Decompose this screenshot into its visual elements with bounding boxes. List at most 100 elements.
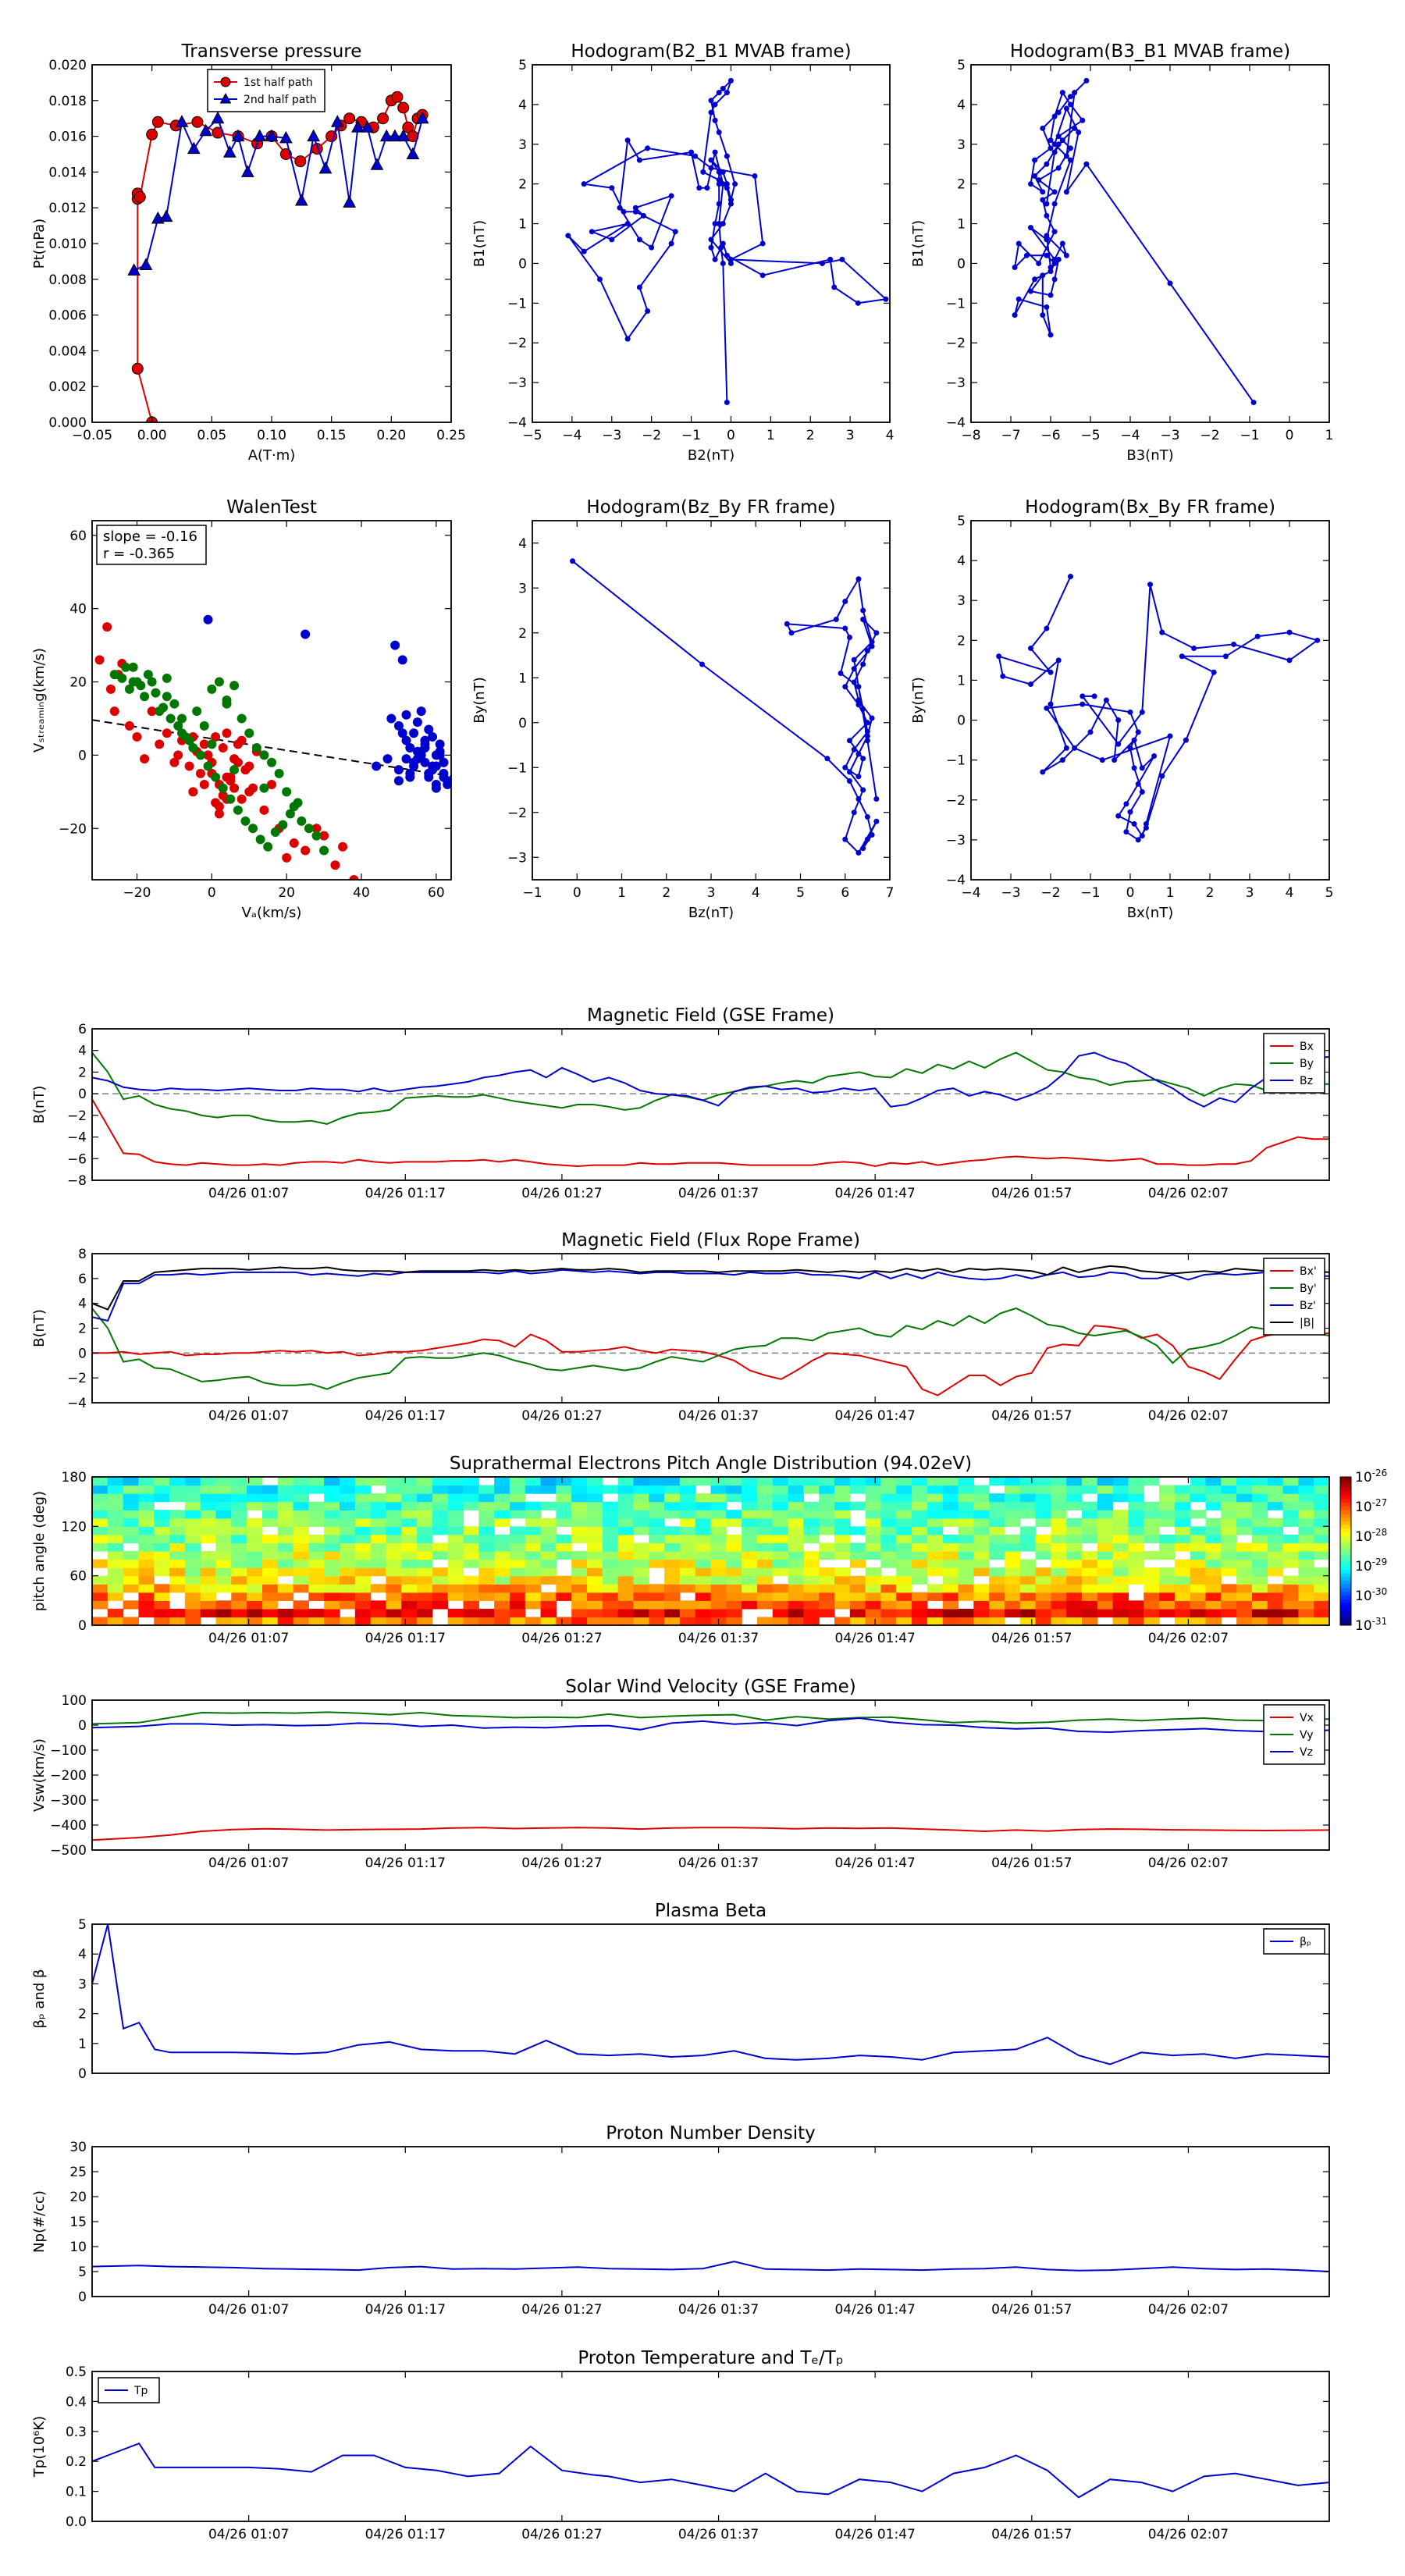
heatmap-cell (154, 1510, 170, 1519)
y-tick-label: −3 (946, 833, 966, 849)
colorbar-step (1340, 1606, 1351, 1611)
heatmap-cell (447, 1551, 464, 1560)
heatmap-cell (401, 1542, 418, 1552)
heatmap-cell (617, 1617, 635, 1625)
series-0 (570, 558, 880, 856)
data-marker (724, 252, 730, 258)
heatmap-cell (354, 1517, 372, 1527)
heatmap-cell (742, 1575, 758, 1585)
heatmap-cell (602, 1501, 619, 1510)
heatmap-cell (756, 1542, 774, 1552)
heatmap-cell (1035, 1584, 1051, 1593)
scatter-point (147, 706, 157, 717)
data-marker (1254, 633, 1261, 639)
colorbar-step (1340, 1480, 1351, 1485)
heatmap-cell (154, 1559, 170, 1568)
heatmap-cell (293, 1617, 309, 1625)
heatmap-cell (215, 1608, 232, 1618)
heatmap-cell (1082, 1608, 1098, 1618)
heatmap-cell (772, 1526, 789, 1535)
heatmap-cell (1112, 1534, 1129, 1544)
heatmap-cell (154, 1534, 170, 1544)
heatmap-cell (123, 1517, 140, 1527)
heatmap-cell (184, 1526, 201, 1535)
series-0 (996, 574, 1321, 843)
legend-label: Vz (1300, 1746, 1313, 1759)
heatmap-cell (927, 1517, 944, 1527)
y-tick-label: 0 (78, 1718, 87, 1734)
panel-hodo2: Hodogram(B3_B1 MVAB frame)−8 −7 −6 −5 −4 −3 −2… (910, 41, 1333, 464)
heatmap-cell (973, 1559, 990, 1568)
heatmap-cell (695, 1575, 712, 1585)
heatmap-cell (1097, 1567, 1114, 1577)
heatmap-cell (819, 1551, 835, 1560)
heatmap-cell (261, 1608, 279, 1618)
heatmap-cell (1128, 1575, 1144, 1585)
x-tick-label: 04/26 01:27 (521, 2527, 602, 2542)
heatmap-cell (540, 1526, 557, 1535)
colorbar-step (1340, 1517, 1351, 1522)
heatmap-cell (602, 1534, 619, 1544)
heatmap-cell (231, 1534, 247, 1544)
heatmap-cell (447, 1567, 464, 1577)
heatmap-cell (912, 1493, 928, 1503)
heatmap-cell (742, 1517, 758, 1527)
heatmap-cell (215, 1542, 232, 1552)
heatmap-cell (1251, 1493, 1268, 1503)
heatmap-cell (215, 1584, 232, 1593)
x-tick-label: 0.00 (137, 428, 167, 443)
x-tick-label: 3 (707, 885, 716, 901)
data-marker (720, 181, 726, 187)
chart-title: WalenTest (226, 497, 317, 518)
y-axis-label: βₚ and β (31, 1969, 48, 2029)
heatmap-cell (107, 1608, 124, 1618)
data-marker (824, 756, 831, 762)
y-tick-label: −6 (67, 1151, 87, 1167)
y-axis-label: By(nT) (910, 677, 927, 723)
heatmap-cell (370, 1600, 387, 1610)
heatmap-cell (989, 1542, 1005, 1552)
y-tick-label: 5 (957, 58, 966, 73)
heatmap-cell (401, 1526, 418, 1535)
heatmap-cell (463, 1617, 479, 1625)
heatmap-cell (989, 1608, 1005, 1618)
data-marker (1131, 765, 1137, 771)
data-marker (1044, 233, 1050, 239)
heatmap-cell (1221, 1526, 1237, 1535)
y-tick-label: −4 (946, 415, 966, 431)
heatmap-cell (1174, 1608, 1191, 1618)
heatmap-cell (710, 1485, 727, 1494)
heatmap-cell (1112, 1551, 1129, 1560)
heatmap-cell (1221, 1485, 1237, 1494)
heatmap-cell (432, 1575, 449, 1585)
heatmap-cell (277, 1501, 294, 1510)
series-0 (1012, 77, 1257, 406)
heatmap-cell (1298, 1575, 1314, 1585)
heatmap-cell (973, 1551, 990, 1560)
x-tick-label: 4 (1286, 885, 1294, 901)
heatmap-cell (447, 1592, 464, 1601)
data-marker (720, 169, 726, 175)
heatmap-cell (1314, 1551, 1329, 1560)
heatmap-cell (324, 1526, 340, 1535)
heatmap-cell (308, 1592, 325, 1601)
x-tick-label: 04/26 01:57 (991, 1408, 1072, 1424)
heatmap-cell (803, 1575, 820, 1585)
heatmap-cell (695, 1559, 712, 1568)
heatmap-cell (973, 1493, 990, 1503)
heatmap-cell (92, 1600, 108, 1610)
scatter-point (435, 746, 445, 756)
heatmap-cell (772, 1617, 789, 1625)
heatmap-cell (509, 1592, 526, 1601)
data-marker (1044, 304, 1050, 310)
plot-area (92, 1924, 1329, 2065)
heatmap-cell (1298, 1608, 1314, 1618)
heatmap-cell (942, 1608, 959, 1618)
heatmap-cell (1051, 1617, 1067, 1625)
data-marker (716, 181, 722, 187)
heatmap-cell (293, 1542, 309, 1552)
scatter-point (393, 765, 404, 775)
y-tick-label: 0 (957, 256, 966, 272)
heatmap-cell (1298, 1526, 1314, 1535)
heatmap-cell (432, 1584, 449, 1593)
